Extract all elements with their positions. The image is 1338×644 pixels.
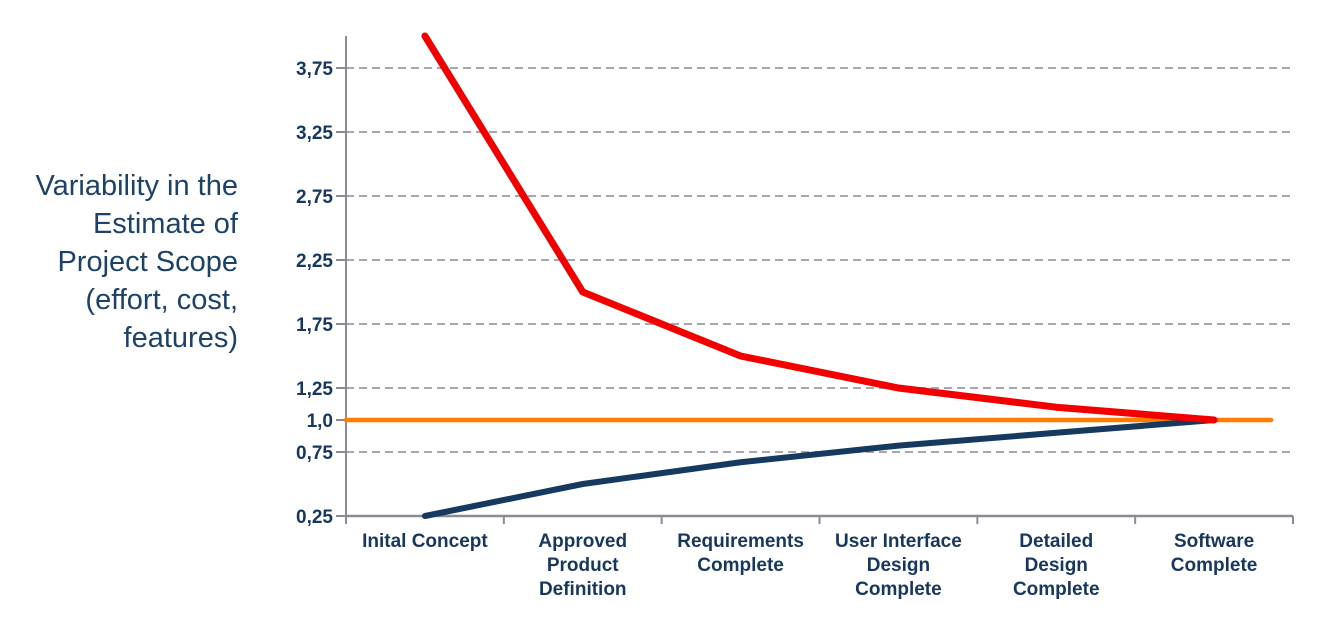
category-label: Detailed Design Complete <box>1013 531 1100 600</box>
y-tick-label: 1,0 <box>307 411 333 432</box>
y-tick-label: 3,25 <box>296 123 333 144</box>
y-tick-label: 2,75 <box>296 187 333 208</box>
series-line-lower-estimate <box>421 417 1218 519</box>
category-label: Requirements Complete <box>677 531 804 576</box>
series-line-upper-estimate <box>421 32 1218 424</box>
y-tick-label: 1,75 <box>296 315 333 336</box>
y-tick-label: 1,25 <box>296 379 333 400</box>
y-axis-title: Variability in the Estimate of Project S… <box>35 170 238 354</box>
y-tick-label: 0,75 <box>296 443 333 464</box>
y-tick-label: 2,25 <box>296 251 333 272</box>
category-label: Approved Product Definition <box>538 531 627 600</box>
category-label: User Interface Design Complete <box>835 531 962 600</box>
y-tick-label: 0,25 <box>296 507 333 528</box>
category-label: Software Complete <box>1171 531 1258 576</box>
category-label: Inital Concept <box>362 531 488 552</box>
y-tick-label: 3,75 <box>296 59 333 80</box>
